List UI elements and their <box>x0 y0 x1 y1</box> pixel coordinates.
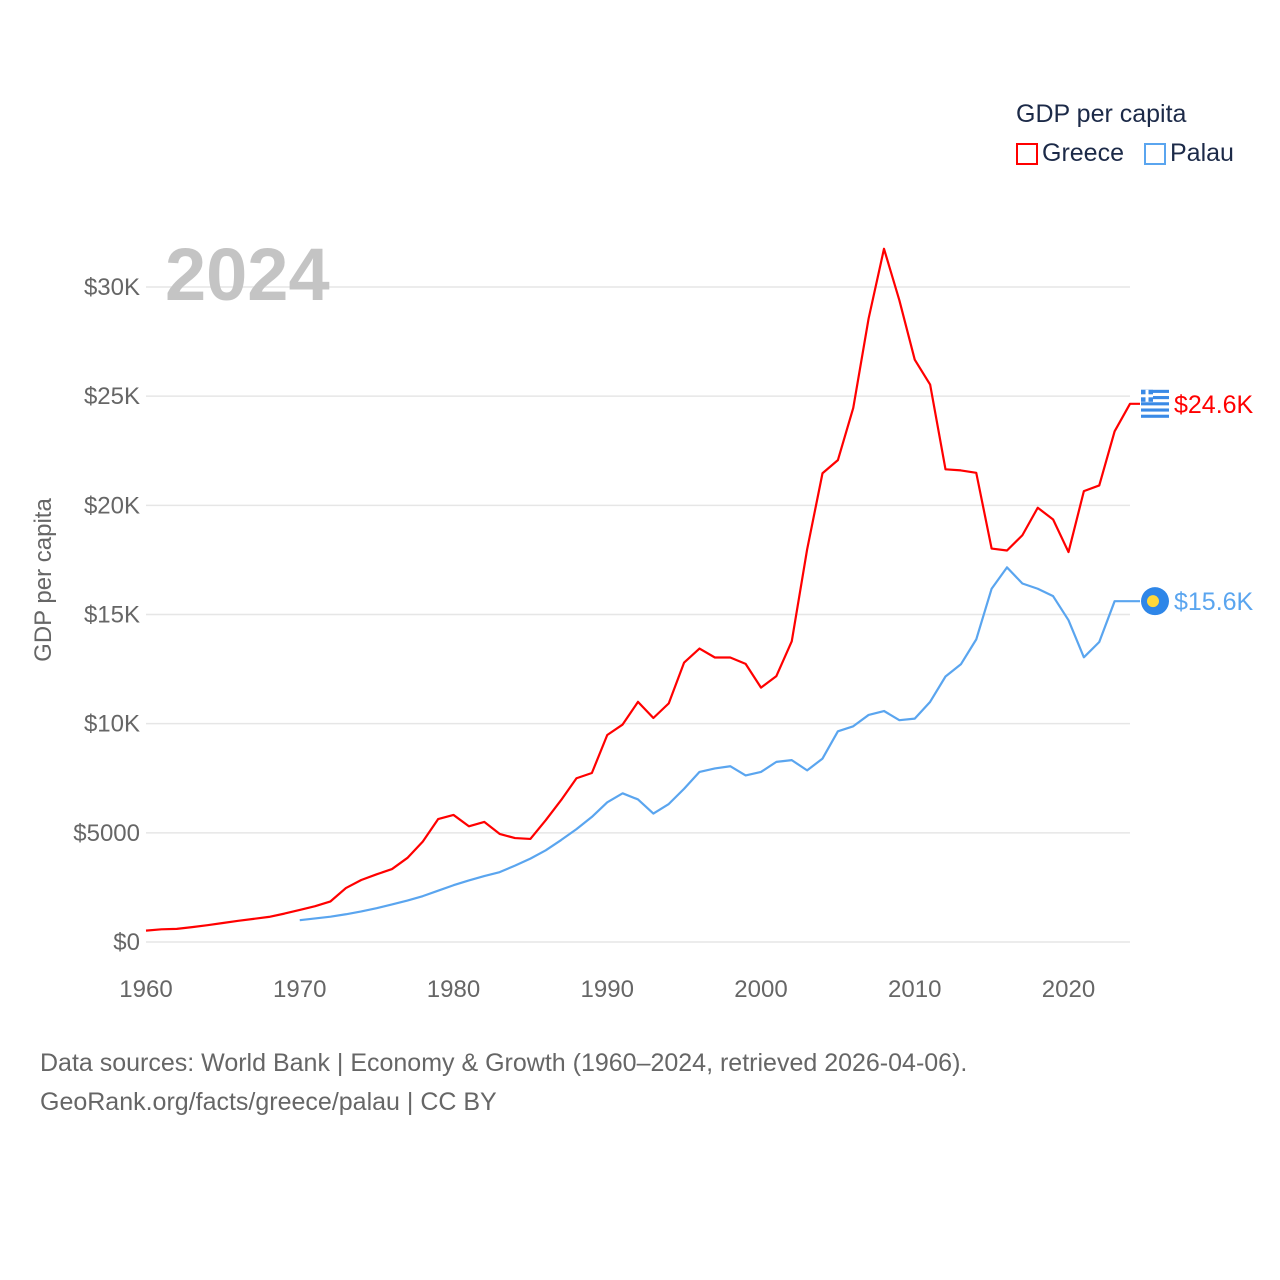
greece-swatch-icon <box>1016 142 1038 165</box>
legend: GDP per capita Greece Palau <box>1016 100 1248 168</box>
x-tick-label: 2000 <box>734 976 787 1003</box>
x-tick-label: 1990 <box>581 976 634 1003</box>
current-year-label: 2024 <box>165 233 330 316</box>
y-tick-label: $20K <box>84 492 140 519</box>
data-sources-text: Data sources: World Bank | Economy & Gro… <box>40 1049 968 1077</box>
palau-swatch-icon <box>1143 142 1166 165</box>
x-tick-label: 2010 <box>888 976 941 1003</box>
x-tick-label: 2020 <box>1042 976 1095 1003</box>
y-tick-label: $10K <box>84 711 140 738</box>
x-tick-label: 1980 <box>427 976 480 1003</box>
y-axis-title: GDP per capita <box>30 498 57 662</box>
footer: Data sources: World Bank | Economy & Gro… <box>40 1044 967 1122</box>
end-value-label: $24.6K <box>1174 391 1254 419</box>
source-link[interactable]: GeoRank.org/facts/greece/palau | CC BY <box>40 1088 497 1116</box>
legend-label: Palau <box>1169 139 1234 167</box>
x-tick-label: 1960 <box>119 976 172 1003</box>
palau-flag-icon <box>1141 587 1169 616</box>
y-tick-label: $30K <box>84 274 140 301</box>
legend-item-greece[interactable]: Greece <box>1016 139 1124 168</box>
greece-flag-icon <box>1141 389 1169 418</box>
legend-label: Greece <box>1042 139 1124 167</box>
legend-item-palau[interactable]: Palau <box>1143 139 1234 168</box>
legend-title: GDP per capita <box>1016 100 1187 128</box>
x-tick-label: 1970 <box>273 976 326 1003</box>
y-tick-label: $0 <box>113 929 140 956</box>
y-tick-label: $25K <box>84 383 140 410</box>
series-line-palau <box>299 566 1140 922</box>
end-value-label: $15.6K <box>1174 588 1254 616</box>
series-line-greece <box>145 247 1140 932</box>
y-tick-label: $5000 <box>73 820 140 847</box>
y-tick-label: $15K <box>84 602 140 629</box>
